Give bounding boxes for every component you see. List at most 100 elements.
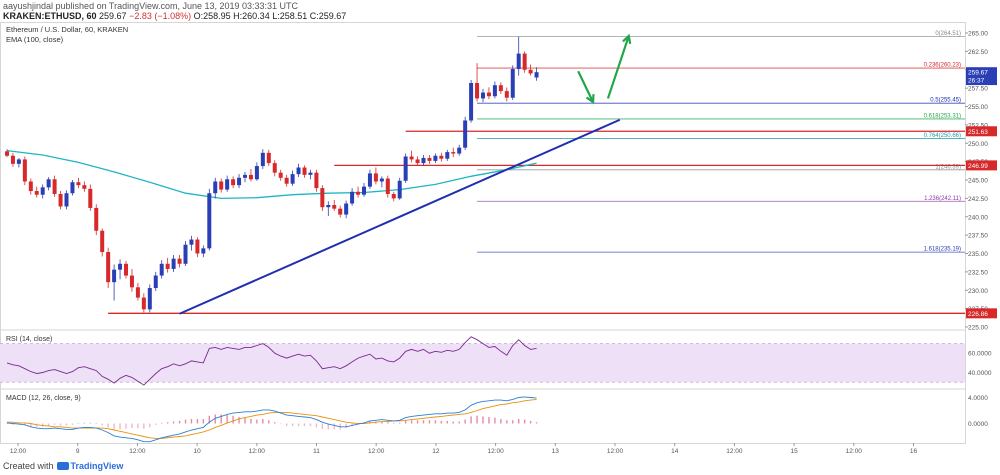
rsi-tick-label: 60.0000 bbox=[968, 351, 992, 358]
macd-histogram-bar bbox=[452, 421, 454, 424]
candle-body bbox=[40, 187, 45, 195]
macd-histogram-bar bbox=[214, 414, 216, 424]
x-axis-tick-label: 12:00 bbox=[10, 448, 27, 455]
macd-histogram-bar bbox=[131, 423, 133, 429]
macd-histogram-bar bbox=[178, 420, 181, 424]
rsi-title: RSI (14, close) bbox=[6, 336, 52, 343]
y-axis-tick-label: 225.00 bbox=[968, 325, 988, 332]
macd-histogram-bar bbox=[155, 423, 157, 425]
y-axis-tick-label: 250.00 bbox=[968, 141, 988, 148]
macd-histogram-bar bbox=[83, 422, 86, 424]
candle-body bbox=[391, 193, 396, 199]
ema-line bbox=[6, 149, 537, 200]
macd-histogram-bar bbox=[529, 420, 532, 424]
y-axis-tick-label: 262.50 bbox=[968, 49, 988, 56]
macd-histogram-bar bbox=[494, 417, 496, 424]
x-axis-tick-label: 10 bbox=[193, 448, 201, 455]
candle-body bbox=[516, 53, 521, 70]
macd-histogram-bar bbox=[89, 422, 91, 424]
footer-brand[interactable]: TradingView bbox=[70, 461, 124, 471]
candle-body bbox=[76, 182, 81, 186]
candle-body bbox=[28, 181, 33, 192]
fib-level-label: 0.236(260.23) bbox=[924, 63, 961, 69]
candle-body bbox=[385, 178, 390, 194]
fib-level-label: 0.618(253.31) bbox=[924, 113, 961, 119]
chart-area[interactable]: Ethereum / U.S. Dollar, 60, KRAKEN EMA (1… bbox=[0, 22, 1000, 460]
candle-body bbox=[421, 157, 426, 164]
footer-created-with: Created with bbox=[3, 461, 54, 471]
macd-histogram-bar bbox=[262, 418, 264, 424]
publish-info: aayushjindal published on TradingView.co… bbox=[3, 1, 299, 11]
price-tag bbox=[966, 308, 997, 319]
candle-body bbox=[308, 172, 313, 175]
macd-histogram-bar bbox=[137, 423, 139, 429]
macd-title: MACD (12, 26, close, 9) bbox=[6, 395, 81, 402]
macd-histogram-bar bbox=[226, 415, 228, 424]
y-axis-tick-label: 252.50 bbox=[968, 122, 988, 129]
macd-histogram-bar bbox=[535, 422, 538, 424]
candle-body bbox=[445, 152, 450, 159]
candle-body bbox=[362, 186, 366, 195]
candle-body bbox=[314, 172, 319, 189]
macd-histogram-bar bbox=[523, 419, 526, 424]
candle-body bbox=[64, 193, 69, 207]
macd-histogram-bar bbox=[77, 423, 80, 424]
candle-body bbox=[177, 258, 182, 264]
price-tag-label: 226.86 bbox=[968, 311, 988, 318]
candle-body bbox=[52, 179, 57, 194]
candle-body bbox=[266, 152, 271, 164]
macd-histogram-bar bbox=[351, 423, 353, 427]
candle-body bbox=[272, 163, 277, 173]
main-chart-title: Ethereum / U.S. Dollar, 60, KRAKEN bbox=[6, 25, 128, 34]
candle-body bbox=[534, 72, 539, 78]
macd-histogram-bar bbox=[309, 423, 312, 427]
candle-body bbox=[22, 159, 27, 182]
candle-body bbox=[237, 177, 242, 186]
direction-arrow bbox=[606, 35, 630, 99]
macd-signal-line bbox=[7, 398, 537, 439]
candle-body bbox=[100, 230, 105, 253]
candle-body bbox=[427, 157, 432, 161]
price-tag bbox=[966, 160, 997, 171]
candle-body bbox=[344, 203, 349, 215]
candle-body bbox=[397, 180, 402, 199]
y-axis-tick-label: 255.00 bbox=[968, 104, 988, 111]
macd-histogram-bar bbox=[256, 419, 258, 424]
y-axis-tick-label: 235.00 bbox=[968, 251, 988, 258]
candle-body bbox=[254, 166, 259, 180]
candle-body bbox=[141, 297, 146, 310]
macd-line bbox=[6, 396, 537, 443]
macd-histogram-bar bbox=[482, 416, 484, 424]
candle-body bbox=[433, 155, 438, 161]
price-tag-label: 26:37 bbox=[968, 78, 985, 85]
candle-body bbox=[332, 205, 337, 209]
x-axis-tick-label: 12:00 bbox=[607, 448, 624, 455]
symbol-info: KRAKEN:ETHUSD, 60 259.67 −2.83 (−1.08%) … bbox=[3, 11, 346, 21]
macd-histogram-bar bbox=[280, 423, 282, 425]
macd-histogram-bar bbox=[47, 423, 50, 427]
macd-histogram-bar bbox=[244, 417, 246, 424]
trendline bbox=[179, 118, 621, 315]
candle-body bbox=[171, 258, 176, 269]
macd-histogram-bar bbox=[232, 415, 234, 424]
candle-body bbox=[135, 287, 140, 298]
y-axis-tick-label: 265.00 bbox=[968, 31, 988, 38]
macd-histogram-bar bbox=[113, 423, 115, 430]
macd-histogram-bar bbox=[101, 423, 103, 426]
y-axis-tick-label: 237.50 bbox=[968, 233, 988, 240]
macd-histogram-bar bbox=[464, 419, 466, 424]
macd-histogram-bar bbox=[59, 423, 62, 426]
price-tag-label: 251.63 bbox=[968, 129, 988, 136]
price-tag-label: 246.99 bbox=[968, 163, 988, 170]
x-axis-tick-label: 16 bbox=[910, 448, 918, 455]
macd-histogram-bar bbox=[399, 422, 401, 424]
candle-body bbox=[82, 185, 87, 189]
macd-histogram-bar bbox=[434, 420, 437, 424]
rsi-line bbox=[6, 336, 537, 386]
macd-histogram-bar bbox=[285, 423, 288, 427]
x-axis-tick-label: 12:00 bbox=[726, 448, 743, 455]
macd-tick-label: 0.0000 bbox=[968, 421, 988, 428]
macd-histogram-bar bbox=[345, 423, 347, 429]
x-axis-tick-label: 12 bbox=[432, 448, 440, 455]
